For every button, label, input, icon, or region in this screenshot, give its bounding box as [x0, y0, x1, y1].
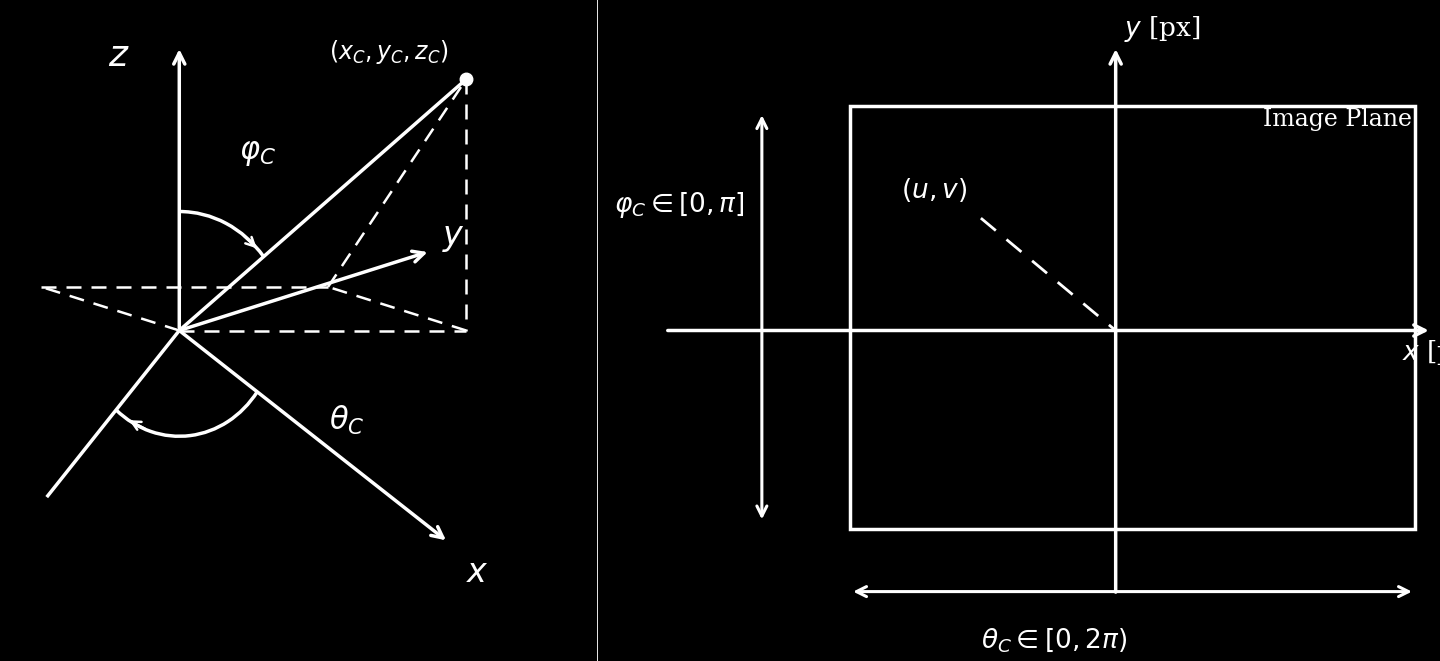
Text: $\varphi_C \in [0, \pi]$: $\varphi_C \in [0, \pi]$ — [615, 190, 746, 219]
Bar — [850, 106, 1414, 529]
Text: $y$: $y$ — [442, 221, 465, 254]
Text: $\theta_C$: $\theta_C$ — [328, 404, 364, 437]
Text: $x$ [px]: $x$ [px] — [1403, 338, 1440, 368]
Text: $x$: $x$ — [467, 557, 490, 589]
Text: $(u, v)$: $(u, v)$ — [901, 176, 968, 204]
Text: $z$: $z$ — [108, 39, 130, 73]
Text: $(x_C, y_C, z_C)$: $(x_C, y_C, z_C)$ — [328, 38, 448, 67]
Text: $\theta_C \in [0, 2\pi)$: $\theta_C \in [0, 2\pi)$ — [981, 626, 1128, 654]
Text: $y$ [px]: $y$ [px] — [1125, 15, 1201, 44]
Text: $\varphi_C$: $\varphi_C$ — [239, 137, 276, 168]
Text: Image Plane: Image Plane — [1263, 108, 1413, 131]
